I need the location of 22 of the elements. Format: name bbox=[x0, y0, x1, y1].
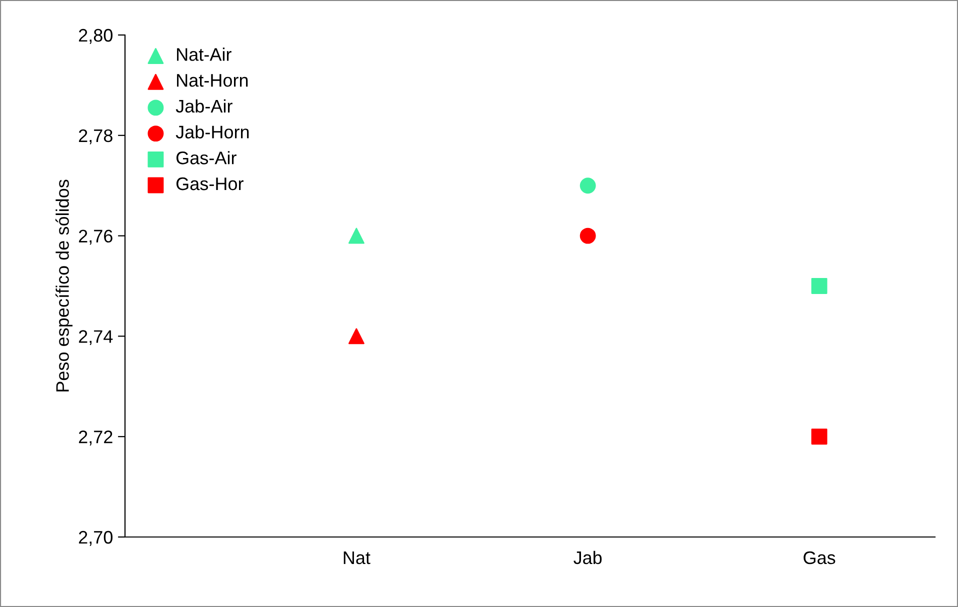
point bbox=[811, 428, 828, 445]
y-tick-label: 2,78 bbox=[78, 129, 112, 144]
point bbox=[580, 228, 596, 244]
x-tick-label: Gas bbox=[804, 551, 836, 564]
point bbox=[348, 328, 364, 344]
x-tick-label: Jab bbox=[574, 550, 602, 564]
legend-label: Nat-Horn bbox=[177, 74, 248, 87]
y-tick-label: 2,74 bbox=[78, 330, 113, 346]
y-tick-label: 2,76 bbox=[78, 230, 112, 245]
legend-label: Jab-Horn bbox=[176, 125, 249, 138]
x-tick-label: Nat bbox=[344, 552, 370, 564]
legend-label: Gas-Hor bbox=[176, 177, 244, 190]
point bbox=[580, 178, 596, 194]
point bbox=[348, 228, 364, 244]
point bbox=[811, 278, 828, 294]
y-tick-label: 2,70 bbox=[78, 530, 112, 546]
legend-label: Jab-Air bbox=[176, 99, 232, 113]
legend-label: Nat-Air bbox=[177, 48, 232, 61]
y-tick-label: 2,80 bbox=[78, 28, 112, 44]
y-axis-title: Peso específico de sólidos bbox=[55, 180, 72, 392]
y-tick-label: 2,72 bbox=[78, 430, 112, 446]
legend-label: Gas-Air bbox=[176, 151, 236, 164]
